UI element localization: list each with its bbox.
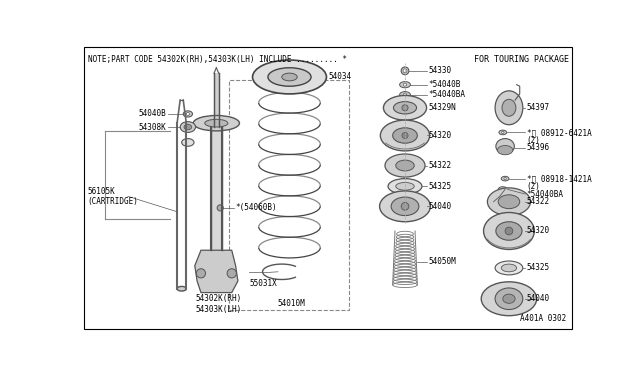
Ellipse shape [391, 197, 419, 216]
Ellipse shape [380, 191, 431, 222]
Ellipse shape [501, 176, 509, 181]
Text: FOR TOURING PACKAGE: FOR TOURING PACKAGE [474, 55, 570, 64]
Ellipse shape [499, 130, 507, 135]
Ellipse shape [396, 160, 414, 171]
Ellipse shape [182, 139, 194, 146]
Text: *Ⓝ 08912-6421A: *Ⓝ 08912-6421A [527, 128, 591, 137]
Text: 54330: 54330 [428, 66, 451, 75]
Text: (2): (2) [527, 136, 541, 145]
Ellipse shape [253, 60, 326, 94]
Text: 54320: 54320 [428, 131, 451, 140]
Ellipse shape [503, 294, 515, 303]
Ellipse shape [495, 288, 523, 310]
Circle shape [186, 112, 189, 115]
Ellipse shape [481, 282, 537, 316]
Text: 54322: 54322 [527, 197, 550, 206]
Text: 56105K
(CARTRIDGE): 56105K (CARTRIDGE) [88, 187, 139, 206]
Circle shape [227, 269, 236, 278]
Text: *54040BA: *54040BA [428, 90, 465, 99]
Bar [214, 73, 219, 127]
Ellipse shape [399, 81, 410, 88]
Text: *Ⓝ 08918-1421A: *Ⓝ 08918-1421A [527, 174, 591, 183]
Ellipse shape [495, 261, 523, 275]
Ellipse shape [496, 139, 515, 154]
Text: 54322: 54322 [428, 161, 451, 170]
Text: 54325: 54325 [428, 182, 451, 191]
Text: (2): (2) [527, 182, 541, 191]
Ellipse shape [488, 188, 531, 216]
Ellipse shape [177, 286, 186, 291]
Circle shape [505, 227, 513, 235]
Circle shape [217, 205, 223, 211]
Text: *54040B: *54040B [428, 80, 460, 89]
Text: 55031X: 55031X [250, 279, 277, 288]
Circle shape [196, 269, 205, 278]
Text: NOTE;PART CODE 54302K(RH),54303K(LH) INCLUDE ......... *: NOTE;PART CODE 54302K(RH),54303K(LH) INC… [88, 55, 347, 64]
Ellipse shape [502, 99, 516, 116]
Ellipse shape [184, 124, 192, 130]
Text: 54040: 54040 [428, 202, 451, 211]
Ellipse shape [180, 122, 196, 132]
Ellipse shape [396, 183, 414, 190]
Ellipse shape [205, 119, 228, 127]
Ellipse shape [484, 212, 534, 250]
Text: 54329N: 54329N [428, 103, 456, 112]
Ellipse shape [399, 92, 410, 98]
Circle shape [504, 177, 506, 180]
Ellipse shape [383, 96, 427, 120]
Bar [211, 127, 221, 250]
Ellipse shape [497, 145, 513, 155]
Text: 54397: 54397 [527, 103, 550, 112]
Polygon shape [195, 250, 238, 293]
Text: 54040B: 54040B [138, 109, 166, 118]
Circle shape [401, 202, 409, 210]
Text: 54325: 54325 [527, 263, 550, 272]
Ellipse shape [394, 102, 417, 114]
Text: A401A 0302: A401A 0302 [520, 314, 566, 323]
Circle shape [402, 132, 408, 139]
Bar [230, 80, 349, 310]
Ellipse shape [501, 264, 516, 272]
Ellipse shape [393, 128, 417, 143]
Ellipse shape [498, 195, 520, 209]
Ellipse shape [193, 115, 239, 131]
Ellipse shape [380, 120, 429, 151]
Text: 54010M: 54010M [278, 299, 306, 308]
Text: 54040: 54040 [527, 294, 550, 303]
Circle shape [403, 93, 406, 96]
Circle shape [502, 131, 504, 134]
Text: 54034: 54034 [328, 73, 351, 81]
Text: 54308K: 54308K [138, 122, 166, 132]
Ellipse shape [388, 179, 422, 194]
Ellipse shape [183, 111, 193, 117]
Circle shape [502, 188, 504, 190]
Ellipse shape [268, 68, 311, 86]
Text: *(54060B): *(54060B) [236, 203, 277, 212]
Ellipse shape [282, 73, 297, 81]
Circle shape [403, 69, 407, 73]
Ellipse shape [385, 154, 425, 177]
Circle shape [402, 105, 408, 111]
Circle shape [403, 83, 406, 86]
Text: *54040BA: *54040BA [527, 189, 564, 199]
Text: 54302K(RH)
54303K(LH): 54302K(RH) 54303K(LH) [196, 294, 242, 314]
Ellipse shape [495, 91, 523, 125]
Ellipse shape [496, 222, 522, 240]
Text: 54320: 54320 [527, 227, 550, 235]
Circle shape [401, 67, 409, 75]
Text: 54396: 54396 [527, 143, 550, 152]
Ellipse shape [498, 187, 508, 192]
Text: 54050M: 54050M [428, 257, 456, 266]
